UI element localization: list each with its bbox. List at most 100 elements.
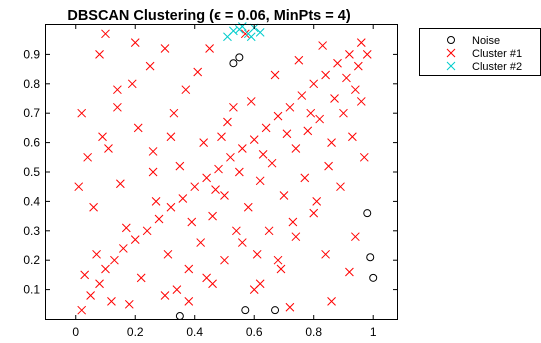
cluster-point (184, 264, 194, 274)
noise-point (369, 273, 378, 282)
cluster-point (196, 238, 206, 247)
cluster-point (110, 255, 119, 265)
legend-label: Cluster #2 (472, 61, 522, 73)
legend-entry: Cluster #2 (446, 61, 522, 73)
noise-point (175, 312, 184, 321)
series-2 (74, 29, 372, 315)
cluster-point (199, 138, 209, 147)
cluster-point (273, 111, 283, 121)
cluster-point (92, 249, 101, 259)
cluster-point (234, 25, 244, 34)
cluster-point (166, 202, 176, 212)
x-tick-label: 0.4 (186, 325, 203, 339)
legend-label: Noise (472, 35, 500, 47)
cluster-point (77, 305, 87, 315)
cluster-point (121, 223, 131, 233)
cluster-point (276, 264, 286, 274)
y-tick-label: 0.3 (23, 224, 40, 238)
cluster-point (154, 214, 164, 224)
cluster-point (193, 67, 203, 77)
cluster-point (220, 191, 229, 200)
cluster-point (288, 217, 298, 227)
cluster-point (345, 50, 354, 59)
cluster-point (226, 152, 235, 162)
cluster-point (234, 167, 244, 177)
cluster-point (89, 202, 98, 212)
chart-title: DBSCAN Clustering (ϵ = 0.06, MinPts = 4) (67, 8, 350, 24)
y-tick-label: 0.5 (23, 165, 40, 179)
cluster-point (348, 132, 357, 142)
cluster-point (294, 55, 304, 65)
series-3 (223, 22, 265, 42)
cluster-point (133, 123, 143, 133)
cluster-point (104, 144, 113, 153)
cluster-point (184, 297, 194, 306)
cluster-point (300, 173, 310, 183)
cluster-point (261, 123, 271, 133)
cluster-point (190, 182, 200, 192)
x-tick-label: 0.8 (305, 325, 322, 339)
cluster-point (229, 26, 238, 36)
cluster-point (175, 161, 185, 171)
cluster-point (285, 302, 295, 312)
y-tick-label: 0.4 (23, 194, 40, 208)
cluster-point (98, 132, 107, 142)
cluster-point (80, 270, 90, 280)
y-tick-label: 0.2 (23, 253, 40, 267)
cluster-point (318, 41, 327, 50)
cluster-point (83, 152, 92, 162)
noise-point (363, 209, 372, 218)
cluster-point (107, 297, 116, 306)
noise-point (271, 306, 280, 315)
cluster-point (356, 38, 366, 47)
cluster-point (118, 244, 128, 253)
cluster-point (86, 291, 95, 300)
cluster-point (306, 108, 316, 118)
x-axis: 0 0.2 0.4 0.6 0.8 1 (72, 25, 377, 339)
y-tick-label: 0.7 (23, 106, 40, 120)
cluster-point (211, 185, 220, 194)
cluster-point (243, 202, 253, 212)
y-tick-label: 0.8 (23, 77, 40, 91)
cluster-point (77, 108, 87, 118)
cluster-point (160, 44, 170, 53)
cluster-point (237, 144, 247, 153)
cluster-point (345, 267, 354, 277)
cluster-point (214, 164, 223, 174)
cluster-point (327, 138, 336, 147)
cluster-point (124, 299, 134, 309)
cluster-point (333, 58, 342, 68)
cluster-point (116, 179, 125, 189)
cluster-point (255, 27, 265, 37)
cluster-point (356, 97, 366, 106)
cluster-point (208, 279, 217, 289)
y-tick-label: 0.9 (23, 47, 40, 61)
cluster-point (240, 29, 250, 39)
cluster-point (324, 161, 333, 171)
noise-point (235, 53, 244, 62)
cluster-point (205, 44, 214, 53)
y-tick-label: 0.6 (23, 136, 40, 150)
cluster-point (145, 61, 155, 71)
cluster-point (237, 238, 247, 247)
cluster-point (136, 273, 146, 283)
legend-x-marker (446, 48, 456, 58)
legend-entry: Cluster #1 (446, 48, 522, 60)
cluster-point (342, 73, 351, 83)
cluster-point (166, 132, 176, 142)
cluster-point (142, 226, 152, 236)
cluster-point (249, 135, 259, 145)
x-tick-label: 0 (72, 325, 79, 339)
cluster-point (220, 255, 229, 265)
cluster-point (163, 249, 173, 259)
cluster-point (208, 211, 217, 221)
legend-entry: Noise (447, 35, 500, 47)
series-1 (175, 53, 378, 321)
cluster-point (130, 38, 140, 47)
cluster-point (252, 249, 262, 259)
cluster-point (258, 150, 268, 159)
cluster-point (264, 226, 274, 236)
cluster-point (178, 194, 188, 203)
